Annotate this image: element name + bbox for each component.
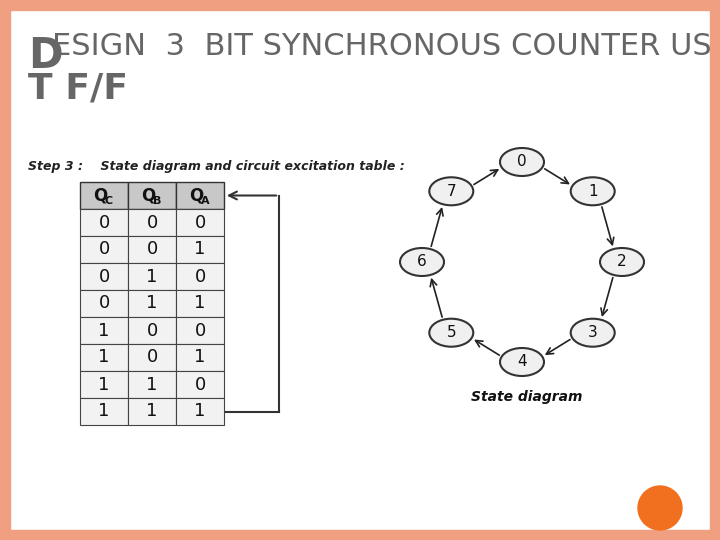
Text: 0: 0 [194,213,206,232]
Text: 0: 0 [194,267,206,286]
Bar [80,209,128,236]
Bar [0,0,10,540]
Circle shape [638,486,682,530]
Bar [128,263,176,290]
Ellipse shape [429,319,473,347]
Text: 0: 0 [146,348,158,367]
Text: 0: 0 [517,154,527,170]
Ellipse shape [500,148,544,176]
Ellipse shape [571,319,615,347]
Bar [80,371,128,398]
Text: 1: 1 [99,402,109,421]
Bar [128,371,176,398]
Text: 5: 5 [446,325,456,340]
Text: 0: 0 [146,240,158,259]
Bar [128,317,176,344]
Text: 0: 0 [99,294,109,313]
Ellipse shape [571,177,615,205]
Bar [710,0,720,540]
Bar [0,530,720,540]
Text: 0: 0 [194,375,206,394]
Text: 0: 0 [99,213,109,232]
Bar [0,0,720,10]
Ellipse shape [500,348,544,376]
Bar [176,371,224,398]
Text: C: C [105,195,113,206]
Text: T F/F: T F/F [28,72,128,106]
Text: Q: Q [141,186,155,205]
Text: 1: 1 [194,402,206,421]
Text: ESIGN  3  BIT SYNCHRONOUS COUNTER USING: ESIGN 3 BIT SYNCHRONOUS COUNTER USING [52,32,720,61]
Bar [176,182,224,209]
Bar [80,182,128,209]
Text: 1: 1 [194,294,206,313]
Text: 1: 1 [146,375,158,394]
Ellipse shape [600,248,644,276]
Text: 1: 1 [194,240,206,259]
Bar [176,317,224,344]
Text: Q: Q [93,186,107,205]
Bar [128,182,176,209]
Bar [80,290,128,317]
Text: 1: 1 [99,375,109,394]
Bar [128,209,176,236]
Ellipse shape [429,177,473,205]
Text: 0: 0 [99,240,109,259]
Ellipse shape [400,248,444,276]
Bar [176,209,224,236]
Text: 1: 1 [99,321,109,340]
Bar [176,290,224,317]
Bar [80,236,128,263]
Bar [128,236,176,263]
Text: 0: 0 [194,321,206,340]
Text: 0: 0 [99,267,109,286]
Text: 7: 7 [446,184,456,199]
Text: 4: 4 [517,354,527,369]
Bar [128,398,176,425]
Text: 1: 1 [146,267,158,286]
Bar [128,290,176,317]
Bar [176,344,224,371]
Bar [80,263,128,290]
Text: 1: 1 [146,402,158,421]
Text: Q: Q [189,186,203,205]
Bar [128,344,176,371]
Text: 1: 1 [99,348,109,367]
Text: B: B [153,195,161,206]
Bar [80,317,128,344]
Text: A: A [201,195,210,206]
Text: 1: 1 [194,348,206,367]
Bar [80,398,128,425]
Text: 6: 6 [417,254,427,269]
Text: State diagram: State diagram [472,390,582,404]
Bar [80,344,128,371]
Bar [176,398,224,425]
Text: 0: 0 [146,213,158,232]
Bar [176,263,224,290]
Text: D: D [28,35,63,77]
Text: 1: 1 [146,294,158,313]
Text: Step 3 :    State diagram and circuit excitation table :: Step 3 : State diagram and circuit excit… [28,160,405,173]
Text: 1: 1 [588,184,598,199]
Text: 3: 3 [588,325,598,340]
Bar [176,236,224,263]
Text: 0: 0 [146,321,158,340]
Text: 2: 2 [617,254,627,269]
